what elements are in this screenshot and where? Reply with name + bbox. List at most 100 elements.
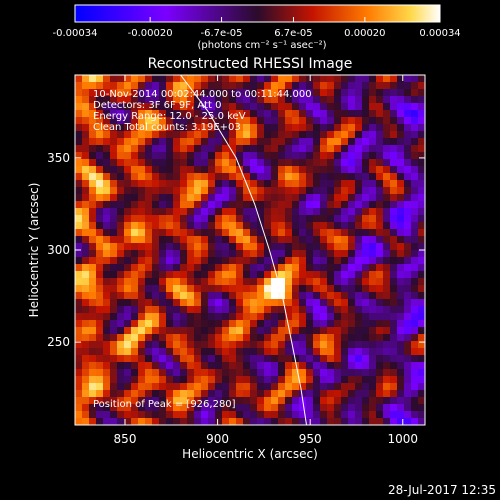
heatmap-cell bbox=[411, 397, 418, 404]
heatmap-cell bbox=[117, 341, 124, 348]
heatmap-cell bbox=[313, 355, 320, 362]
heatmap-cell bbox=[418, 306, 425, 313]
heatmap-cell bbox=[306, 418, 313, 425]
heatmap-cell bbox=[243, 75, 250, 82]
heatmap-cell bbox=[159, 75, 166, 82]
heatmap-cell bbox=[397, 341, 404, 348]
heatmap-cell bbox=[110, 201, 117, 208]
heatmap-cell bbox=[250, 306, 257, 313]
heatmap-cell bbox=[271, 292, 278, 299]
heatmap-cell bbox=[404, 236, 411, 243]
heatmap-cell bbox=[320, 82, 327, 89]
heatmap-cell bbox=[222, 124, 229, 131]
heatmap-cell bbox=[334, 320, 341, 327]
heatmap-cell bbox=[166, 376, 173, 383]
heatmap-cell bbox=[404, 229, 411, 236]
heatmap-cell bbox=[82, 96, 89, 103]
heatmap-cell bbox=[390, 271, 397, 278]
heatmap-cell bbox=[215, 411, 222, 418]
heatmap-cell bbox=[341, 117, 348, 124]
heatmap-cell bbox=[341, 250, 348, 257]
heatmap-cell bbox=[418, 390, 425, 397]
heatmap-cell bbox=[313, 292, 320, 299]
heatmap-cell bbox=[103, 236, 110, 243]
heatmap-cell bbox=[341, 222, 348, 229]
heatmap-cell bbox=[376, 411, 383, 418]
heatmap-cell bbox=[383, 222, 390, 229]
heatmap-cell bbox=[187, 390, 194, 397]
heatmap-cell bbox=[194, 222, 201, 229]
heatmap-cell bbox=[313, 264, 320, 271]
heatmap-cell bbox=[320, 355, 327, 362]
heatmap-cell bbox=[138, 201, 145, 208]
heatmap-cell bbox=[383, 306, 390, 313]
heatmap-cell bbox=[152, 152, 159, 159]
heatmap-cell bbox=[292, 236, 299, 243]
heatmap-cell bbox=[250, 411, 257, 418]
heatmap-cell bbox=[75, 285, 82, 292]
heatmap-cell bbox=[383, 159, 390, 166]
heatmap-cell bbox=[187, 285, 194, 292]
heatmap-cell bbox=[390, 320, 397, 327]
heatmap-cell bbox=[229, 334, 236, 341]
heatmap-cell bbox=[341, 411, 348, 418]
heatmap-cell bbox=[327, 89, 334, 96]
heatmap-cell bbox=[257, 320, 264, 327]
heatmap-cell bbox=[390, 82, 397, 89]
heatmap-cell bbox=[292, 376, 299, 383]
heatmap-cell bbox=[404, 341, 411, 348]
heatmap-cell bbox=[383, 334, 390, 341]
heatmap-cell bbox=[159, 110, 166, 117]
heatmap-cell bbox=[103, 299, 110, 306]
heatmap-cell bbox=[404, 222, 411, 229]
heatmap-cell bbox=[411, 355, 418, 362]
heatmap-cell bbox=[103, 208, 110, 215]
heatmap-cell bbox=[222, 383, 229, 390]
heatmap-cell bbox=[103, 264, 110, 271]
heatmap-cell bbox=[131, 397, 138, 404]
heatmap-cell bbox=[215, 264, 222, 271]
heatmap-cell bbox=[250, 264, 257, 271]
heatmap-cell bbox=[145, 327, 152, 334]
heatmap-cell bbox=[299, 236, 306, 243]
heatmap-cell bbox=[82, 194, 89, 201]
heatmap-cell bbox=[418, 131, 425, 138]
heatmap-cell bbox=[341, 369, 348, 376]
heatmap-cell bbox=[390, 411, 397, 418]
heatmap-cell bbox=[390, 229, 397, 236]
heatmap-cell bbox=[341, 271, 348, 278]
heatmap-cell bbox=[187, 341, 194, 348]
heatmap-cell bbox=[138, 299, 145, 306]
heatmap-cell bbox=[152, 180, 159, 187]
heatmap-cell bbox=[187, 201, 194, 208]
heatmap-cell bbox=[292, 264, 299, 271]
heatmap-cell bbox=[341, 376, 348, 383]
heatmap-cell bbox=[348, 369, 355, 376]
heatmap-cell bbox=[285, 229, 292, 236]
heatmap-cell bbox=[334, 306, 341, 313]
heatmap-cell bbox=[159, 96, 166, 103]
heatmap-cell bbox=[278, 96, 285, 103]
heatmap-cell bbox=[187, 278, 194, 285]
heatmap-cell bbox=[124, 250, 131, 257]
heatmap-cell bbox=[201, 131, 208, 138]
heatmap-cell bbox=[152, 89, 159, 96]
heatmap-cell bbox=[362, 208, 369, 215]
heatmap-cell bbox=[89, 348, 96, 355]
heatmap-cell bbox=[103, 166, 110, 173]
heatmap-cell bbox=[278, 187, 285, 194]
heatmap-cell bbox=[124, 341, 131, 348]
heatmap-cell bbox=[243, 89, 250, 96]
heatmap-cell bbox=[418, 348, 425, 355]
heatmap-cell bbox=[145, 201, 152, 208]
heatmap-cell bbox=[327, 180, 334, 187]
heatmap-cell bbox=[187, 187, 194, 194]
heatmap-cell bbox=[257, 103, 264, 110]
heatmap-cell bbox=[362, 229, 369, 236]
heatmap-cell bbox=[292, 362, 299, 369]
heatmap-cell bbox=[271, 89, 278, 96]
heatmap-cell bbox=[327, 96, 334, 103]
heatmap-cell bbox=[201, 187, 208, 194]
heatmap-cell bbox=[82, 306, 89, 313]
heatmap-cell bbox=[187, 355, 194, 362]
